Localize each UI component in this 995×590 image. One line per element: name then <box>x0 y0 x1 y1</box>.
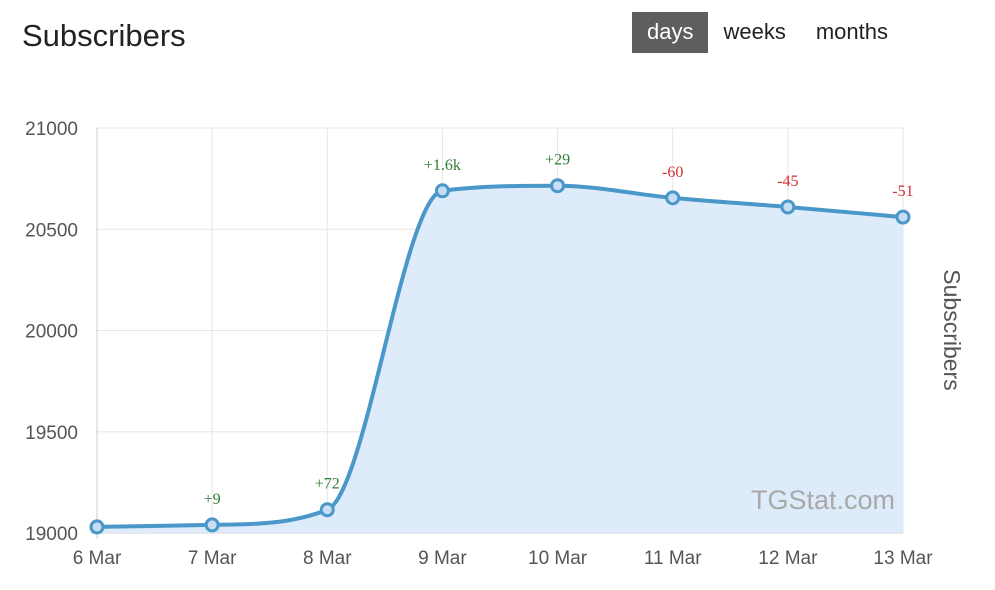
range-selector: days weeks months <box>632 12 903 53</box>
chart-title: Subscribers <box>22 18 186 53</box>
data-label: +1.6k <box>424 157 461 174</box>
data-point[interactable] <box>434 183 450 199</box>
y-axis: 19000 19500 20000 20500 21000 <box>25 119 78 545</box>
data-point[interactable] <box>89 519 105 535</box>
y-tick-label: 20500 <box>25 220 78 241</box>
x-tick-label: 6 Mar <box>73 548 122 569</box>
data-points <box>89 178 911 535</box>
data-point[interactable] <box>895 209 911 225</box>
weeks-button[interactable]: weeks <box>723 19 786 44</box>
data-point[interactable] <box>780 199 796 215</box>
data-point[interactable] <box>204 517 220 533</box>
x-tick-label: 11 Mar <box>644 548 702 569</box>
x-axis: 6 Mar 7 Mar 8 Mar 9 Mar 10 Mar 11 Mar 12 Mar 13… <box>73 548 934 569</box>
x-tick-label: 9 Mar <box>418 548 467 569</box>
y-tick-label: 21000 <box>25 119 78 140</box>
days-button[interactable]: days <box>632 12 709 53</box>
x-tick-label: 10 Mar <box>528 548 588 569</box>
data-label: -51 <box>892 183 913 200</box>
area-fill <box>97 185 903 533</box>
y-tick-label: 20000 <box>25 322 78 343</box>
watermark: TGStat.com <box>751 485 895 515</box>
months-button[interactable]: months <box>815 19 888 44</box>
data-labels: +9 +72 +1.6k +29 -60 -45 -51 <box>204 152 914 508</box>
y-axis-label: Subscribers <box>939 269 965 390</box>
series-line <box>96 183 904 529</box>
data-label: -45 <box>777 173 798 190</box>
data-point[interactable] <box>550 178 566 194</box>
x-tick-label: 8 Mar <box>303 548 352 569</box>
data-label: +9 <box>204 491 221 508</box>
x-tick-label: 13 Mar <box>873 548 933 569</box>
data-label: +72 <box>315 476 340 493</box>
y-tick-label: 19000 <box>25 524 78 545</box>
x-tick-label: 12 Mar <box>758 548 818 569</box>
x-tick-label: 7 Mar <box>188 548 237 569</box>
data-label: -60 <box>662 164 683 181</box>
y-tick-label: 19500 <box>25 423 78 444</box>
data-point[interactable] <box>665 190 681 206</box>
data-point[interactable] <box>319 502 335 518</box>
data-label: +29 <box>545 152 570 169</box>
